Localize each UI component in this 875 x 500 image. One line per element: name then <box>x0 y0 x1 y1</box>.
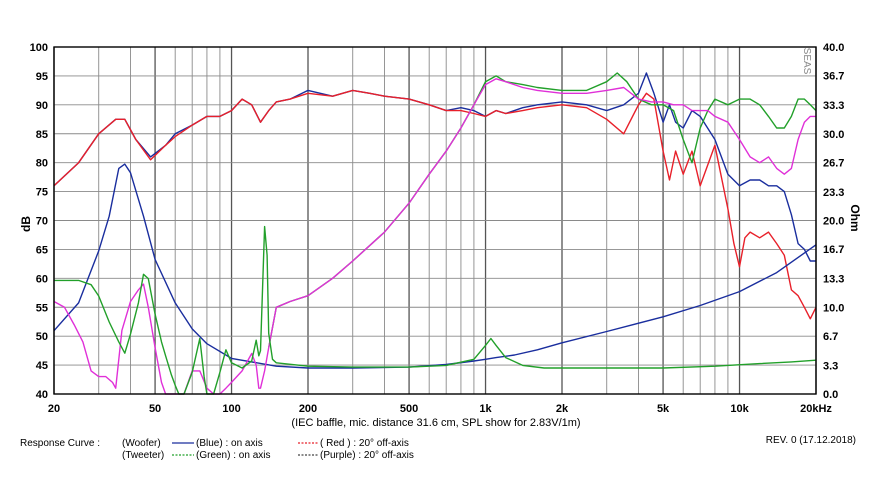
x-tick-label: 200 <box>299 403 317 415</box>
legend-blue-label: (Blue) : on axis <box>196 438 263 449</box>
y-tick-label-left: 40 <box>36 389 48 401</box>
y-tick-label-left: 85 <box>36 129 48 141</box>
y-tick-label-left: 75 <box>36 187 48 199</box>
series-line-tweeter-impedance <box>54 225 817 395</box>
x-tick-label: 50 <box>149 403 161 415</box>
x-tick-label: 2k <box>556 403 569 415</box>
tick-labels: 20 50 100 200 500 1k 2k 5k 10k 20kHz 40 45 50 55 60 65 7… <box>30 42 845 415</box>
y-tick-label-right: 33.3 <box>823 100 844 112</box>
legend-purple-label: (Purple) : 20° off-axis <box>320 450 414 461</box>
revision-label: REV. 0 (17.12.2018) <box>766 435 856 446</box>
y-axis-right-title: Ohm <box>848 204 862 231</box>
y-tick-label-right: 26.7 <box>823 157 844 169</box>
x-tick-label: 20kHz <box>800 403 832 415</box>
y-tick-label-left: 100 <box>30 42 48 54</box>
y-tick-label-right: 0.0 <box>823 389 838 401</box>
x-tick-label: 100 <box>222 403 240 415</box>
legend-green-label: (Green) : on axis <box>196 450 270 461</box>
y-tick-label-right: 10.0 <box>823 302 844 314</box>
y-tick-label-right: 20.0 <box>823 216 844 228</box>
y-tick-label-right: 30.0 <box>823 129 844 141</box>
y-tick-label-right: 16.7 <box>823 244 844 256</box>
y-tick-label-right: 13.3 <box>823 274 844 286</box>
legend-woofer-label: (Woofer) <box>122 438 161 449</box>
y-tick-label-left: 65 <box>36 244 48 256</box>
y-tick-label-left: 80 <box>36 158 48 170</box>
x-tick-label: 20 <box>48 403 60 415</box>
y-tick-label-left: 55 <box>36 302 48 314</box>
brand-watermark: SEAS <box>801 48 812 75</box>
legend-red-label: ( Red ) : 20° off-axis <box>320 438 409 449</box>
y-tick-label-right: 6.7 <box>823 331 838 343</box>
y-tick-label-left: 90 <box>36 100 48 112</box>
legend-title: Response Curve : <box>20 438 100 449</box>
y-tick-label-right: 3.3 <box>823 360 838 372</box>
x-tick-label: 500 <box>400 403 418 415</box>
series-line-tweeter-20-off-axis <box>268 78 816 348</box>
x-tick-label: 10k <box>730 403 749 415</box>
y-tick-label-right: 36.7 <box>823 71 844 83</box>
legend-tweeter-label: (Tweeter) <box>122 450 164 461</box>
y-tick-label-left: 95 <box>36 71 48 83</box>
legend: Response Curve : (Woofer) (Tweeter) (Blu… <box>20 435 856 461</box>
x-tick-label: 1k <box>479 403 492 415</box>
series-line-woofer-impedance <box>53 163 817 369</box>
y-tick-label-right: 23.3 <box>823 187 844 199</box>
y-tick-label-left: 60 <box>36 273 48 285</box>
y-tick-label-left: 50 <box>36 331 48 343</box>
grid <box>53 46 817 395</box>
plot-frame <box>53 46 817 395</box>
x-axis-title: (IEC baffle, mic. distance 31.6 cm, SPL … <box>291 417 580 429</box>
y-axis-left-title: dB <box>19 216 33 232</box>
series-line-woofer-20-off-axis <box>53 89 817 320</box>
x-tick-label: 5k <box>657 403 670 415</box>
y-tick-label-right: 40.0 <box>823 42 844 54</box>
y-tick-label-left: 45 <box>36 360 48 372</box>
y-tick-label-left: 70 <box>36 216 48 228</box>
